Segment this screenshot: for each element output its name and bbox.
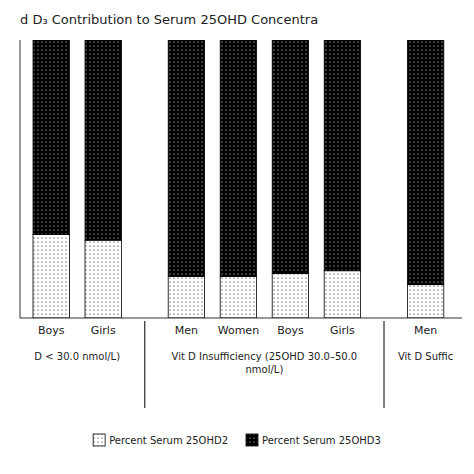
bar (220, 40, 256, 276)
legend: Percent Serum 25OHD2 Percent Serum 25OHD3 (93, 434, 381, 446)
y-axis (20, 40, 21, 318)
bar (33, 40, 69, 235)
x-tick-label: Men (175, 324, 198, 337)
group-label: Vit D Insufficiency (25OHD 30.0–50.0nmol… (172, 351, 358, 375)
x-tick-label: Girls (91, 324, 116, 337)
bar (324, 40, 360, 271)
x-tick-label: Men (414, 324, 437, 337)
group-label: Vit D Suffic (398, 351, 453, 362)
group-separator (144, 321, 145, 408)
bar (272, 274, 308, 318)
x-tick-label: Boys (38, 324, 65, 337)
x-tick-label: Girls (330, 324, 355, 337)
legend-swatch (246, 434, 258, 446)
bar (168, 276, 204, 318)
bar (407, 40, 443, 285)
bar (407, 285, 443, 318)
chart: d D₃ Contribution to Serum 25OHD Concent… (0, 0, 474, 474)
legend-label: Percent Serum 25OHD3 (262, 435, 381, 446)
group-label: D < 30.0 nmol/L) (34, 351, 120, 362)
x-tick-label: Boys (277, 324, 304, 337)
legend-swatch (93, 434, 105, 446)
bars (33, 40, 444, 318)
bar (220, 276, 256, 318)
group-separator (384, 321, 385, 408)
title: d D₃ Contribution to Serum 25OHD Concent… (20, 12, 318, 27)
bar (324, 271, 360, 318)
bar (168, 40, 204, 276)
bar (33, 235, 69, 318)
legend-label: Percent Serum 25OHD2 (109, 435, 228, 446)
x-axis (20, 318, 462, 319)
bar (272, 40, 308, 274)
bar (85, 240, 121, 318)
bar (85, 40, 121, 240)
x-tick-label: Women (218, 324, 259, 337)
